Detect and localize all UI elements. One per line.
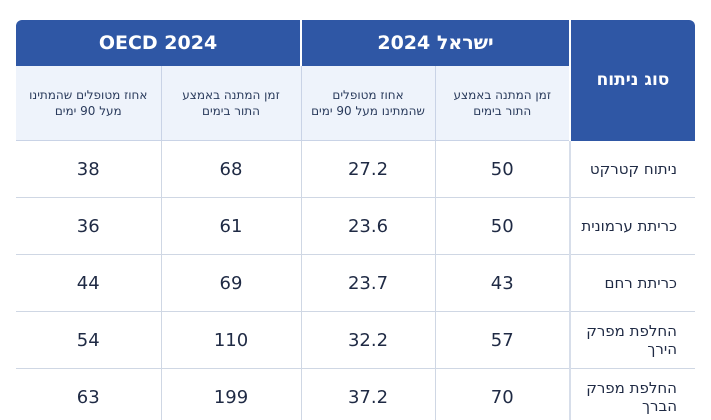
row-label: ניתוח קטרקט xyxy=(570,141,695,198)
oecd-median-wait-cell: 69 xyxy=(161,255,301,312)
israel-median-wait-cell: 50 xyxy=(435,141,570,198)
oecd-2024-header: OECD 2024 xyxy=(16,20,301,66)
israel-median-wait-cell: 50 xyxy=(435,198,570,255)
israel-2024-header: ישראל 2024 xyxy=(301,20,570,66)
oecd-over-90-cell: 36 xyxy=(16,198,161,255)
israel-over-90-cell: 23.6 xyxy=(301,198,435,255)
israel-median-wait-cell: 43 xyxy=(435,255,570,312)
oecd-median-wait-cell: 199 xyxy=(161,369,301,420)
oecd-over-90-header: אחוז מטופלים שהמתינו מעל 90 ימים xyxy=(16,66,161,141)
israel-over-90-header: אחוז מטופלים שהמתינו מעל 90 ימים xyxy=(301,66,435,141)
table-row: החלפת מפרק הירך 57 32.2 110 54 xyxy=(16,312,695,369)
table-row: ניתוח קטרקט 50 27.2 68 38 xyxy=(16,141,695,198)
row-label: כריתת רחם xyxy=(570,255,695,312)
table-row: החלפת מפרק הברך 70 37.2 199 63 xyxy=(16,369,695,420)
oecd-over-90-cell: 54 xyxy=(16,312,161,369)
oecd-median-wait-cell: 68 xyxy=(161,141,301,198)
row-label: החלפת מפרק הברך xyxy=(570,369,695,420)
row-label: כריתת ערמונית xyxy=(570,198,695,255)
israel-over-90-cell: 27.2 xyxy=(301,141,435,198)
oecd-median-wait-cell: 61 xyxy=(161,198,301,255)
oecd-median-wait-header: זמן המתנה באמצע התור בימים xyxy=(161,66,301,141)
israel-over-90-cell: 23.7 xyxy=(301,255,435,312)
row-label: החלפת מפרק הירך xyxy=(570,312,695,369)
oecd-over-90-cell: 44 xyxy=(16,255,161,312)
comparison-table-container: סוג ניתוח ישראל 2024 OECD 2024 זמן המתנה… xyxy=(16,20,695,420)
table-row: כריתת ערמונית 50 23.6 61 36 xyxy=(16,198,695,255)
oecd-median-wait-cell: 110 xyxy=(161,312,301,369)
israel-median-wait-header: זמן המתנה באמצע התור בימים xyxy=(435,66,570,141)
israel-over-90-cell: 37.2 xyxy=(301,369,435,420)
oecd-over-90-cell: 63 xyxy=(16,369,161,420)
israel-over-90-cell: 32.2 xyxy=(301,312,435,369)
group-header-row: סוג ניתוח ישראל 2024 OECD 2024 xyxy=(16,20,695,66)
israel-median-wait-cell: 57 xyxy=(435,312,570,369)
israel-median-wait-cell: 70 xyxy=(435,369,570,420)
surgery-type-header: סוג ניתוח xyxy=(570,20,695,141)
waiting-times-table: סוג ניתוח ישראל 2024 OECD 2024 זמן המתנה… xyxy=(16,20,695,420)
oecd-over-90-cell: 38 xyxy=(16,141,161,198)
table-row: כריתת רחם 43 23.7 69 44 xyxy=(16,255,695,312)
